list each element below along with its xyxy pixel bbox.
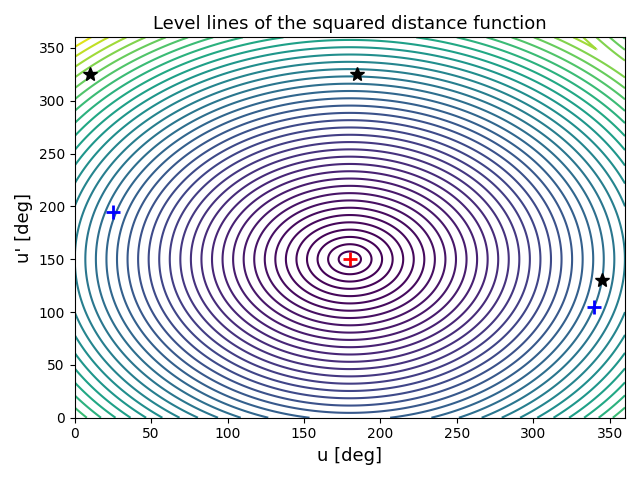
Title: Level lines of the squared distance function: Level lines of the squared distance func… bbox=[153, 15, 547, 33]
X-axis label: u [deg]: u [deg] bbox=[317, 447, 382, 465]
Y-axis label: u' [deg]: u' [deg] bbox=[15, 192, 33, 263]
